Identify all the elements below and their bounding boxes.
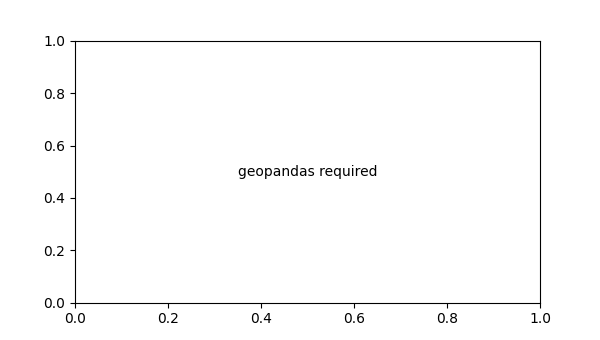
Text: geopandas required: geopandas required — [238, 165, 377, 179]
